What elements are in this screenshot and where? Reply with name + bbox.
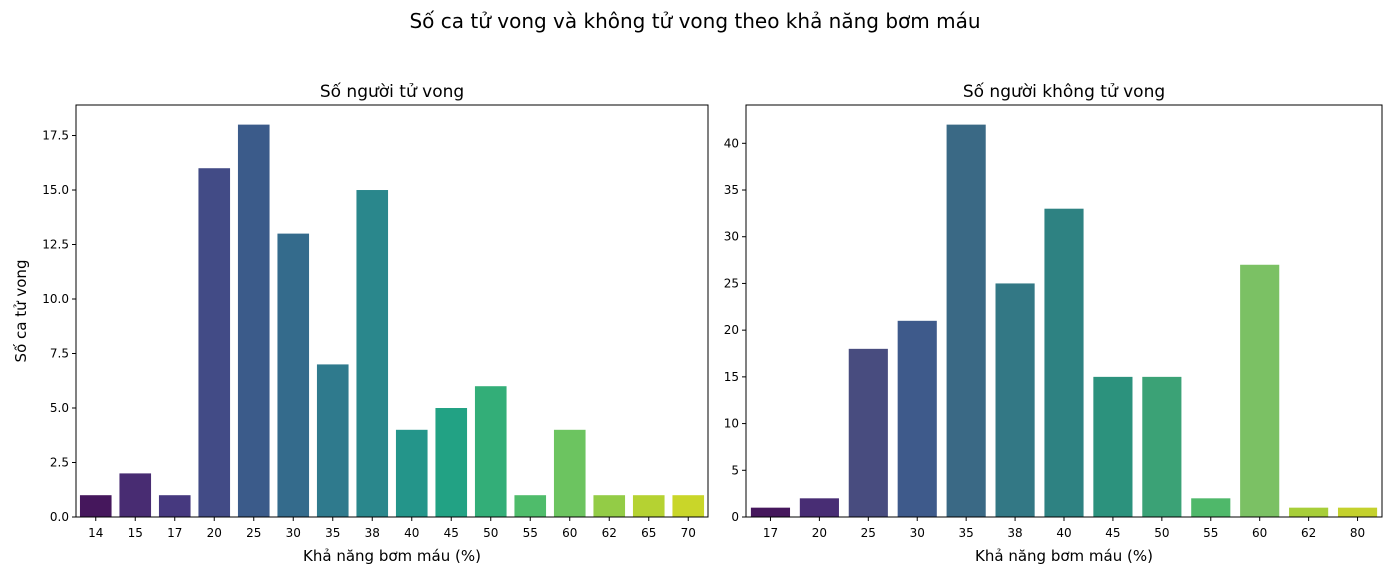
bar — [553, 429, 586, 517]
bar — [316, 364, 349, 517]
x-tick-label: 62 — [602, 526, 617, 540]
x-tick-label: 17 — [763, 526, 778, 540]
axes-frame — [75, 104, 709, 518]
x-axis-label: Khả năng bơm máu (%) — [975, 547, 1153, 565]
x-tick-label: 35 — [325, 526, 340, 540]
x-tick-label: 62 — [1301, 526, 1316, 540]
x-tick-label: 35 — [959, 526, 974, 540]
x-tick-label: 45 — [444, 526, 459, 540]
bar — [474, 386, 507, 517]
bar — [897, 320, 937, 517]
y-tick-label: 15.0 — [42, 183, 69, 197]
y-tick-label: 0.0 — [50, 510, 69, 524]
x-tick-label: 60 — [562, 526, 577, 540]
y-tick-label: 17.5 — [42, 129, 69, 143]
bar — [158, 495, 191, 517]
x-tick-label: 55 — [523, 526, 538, 540]
chart-1: 14 15 17 20 25 30 35 38 40 45 50 55 60 62 65 70 0.0 2.5 5.… — [12, 81, 709, 565]
x-tick-label: 50 — [483, 526, 498, 540]
bar — [593, 495, 626, 517]
x-tick-label: 70 — [681, 526, 696, 540]
bar — [356, 190, 389, 517]
x-tick-label: 40 — [404, 526, 419, 540]
bar — [1142, 376, 1182, 517]
bar — [119, 473, 152, 517]
y-tick-label: 2.5 — [50, 456, 69, 470]
bar — [79, 495, 112, 517]
bar — [435, 408, 468, 517]
bar — [198, 168, 231, 517]
bar — [750, 507, 791, 517]
x-tick-label: 55 — [1203, 526, 1218, 540]
x-tick-label: 30 — [910, 526, 925, 540]
x-axis-label: Khả năng bơm máu (%) — [303, 547, 481, 565]
bar — [514, 495, 547, 517]
bar — [277, 233, 310, 518]
y-tick-label: 30 — [724, 230, 739, 244]
x-tick-label: 14 — [88, 526, 103, 540]
bar — [1240, 264, 1280, 517]
bar — [946, 124, 986, 518]
y-tick-label: 10.0 — [42, 292, 69, 306]
x-tick-label: 65 — [641, 526, 656, 540]
bar — [1289, 507, 1329, 517]
chart-title: Số người không tử vong — [963, 81, 1165, 102]
bar — [799, 498, 839, 517]
x-tick-label: 30 — [286, 526, 301, 540]
chart-2: 17 20 25 30 35 38 40 45 50 55 60 62 80 0 5 10 15 20 25 30 35… — [724, 81, 1383, 565]
y-tick-label: 25 — [724, 276, 739, 290]
x-tick-label: 45 — [1105, 526, 1120, 540]
y-tick-label: 10 — [724, 417, 739, 431]
y-axis-label: Số ca tử vong — [12, 260, 30, 363]
x-tick-label: 25 — [246, 526, 261, 540]
x-tick-label: 20 — [812, 526, 827, 540]
bar — [395, 429, 428, 517]
chart-title: Số người tử vong — [320, 81, 464, 102]
x-tick-label: 20 — [207, 526, 222, 540]
y-tick-label: 35 — [724, 183, 739, 197]
x-tick-label: 60 — [1252, 526, 1267, 540]
y-tick-label: 5.0 — [50, 401, 69, 415]
y-tick-label: 20 — [724, 323, 739, 337]
y-tick-label: 15 — [724, 370, 739, 384]
y-tick-label: 12.5 — [42, 238, 69, 252]
bar — [1191, 498, 1231, 517]
x-tick-label: 80 — [1350, 526, 1365, 540]
x-tick-label: 38 — [365, 526, 380, 540]
bar — [632, 495, 665, 517]
figure-title: Số ca tử vong và không tử vong theo khả … — [409, 9, 980, 33]
bar — [995, 283, 1035, 517]
bar — [1337, 507, 1378, 517]
x-tick-label: 38 — [1007, 526, 1022, 540]
bar — [1093, 376, 1133, 517]
bar — [672, 495, 705, 517]
x-tick-label: 17 — [167, 526, 182, 540]
x-tick-label: 25 — [861, 526, 876, 540]
y-tick-label: 40 — [724, 136, 739, 150]
bar — [848, 348, 888, 517]
y-tick-label: 7.5 — [50, 347, 69, 361]
bar — [1044, 208, 1084, 517]
bar — [237, 124, 270, 518]
x-tick-label: 40 — [1056, 526, 1071, 540]
x-tick-label: 50 — [1154, 526, 1169, 540]
x-tick-label: 15 — [128, 526, 143, 540]
y-tick-label: 0 — [731, 510, 739, 524]
y-tick-label: 5 — [731, 463, 739, 477]
